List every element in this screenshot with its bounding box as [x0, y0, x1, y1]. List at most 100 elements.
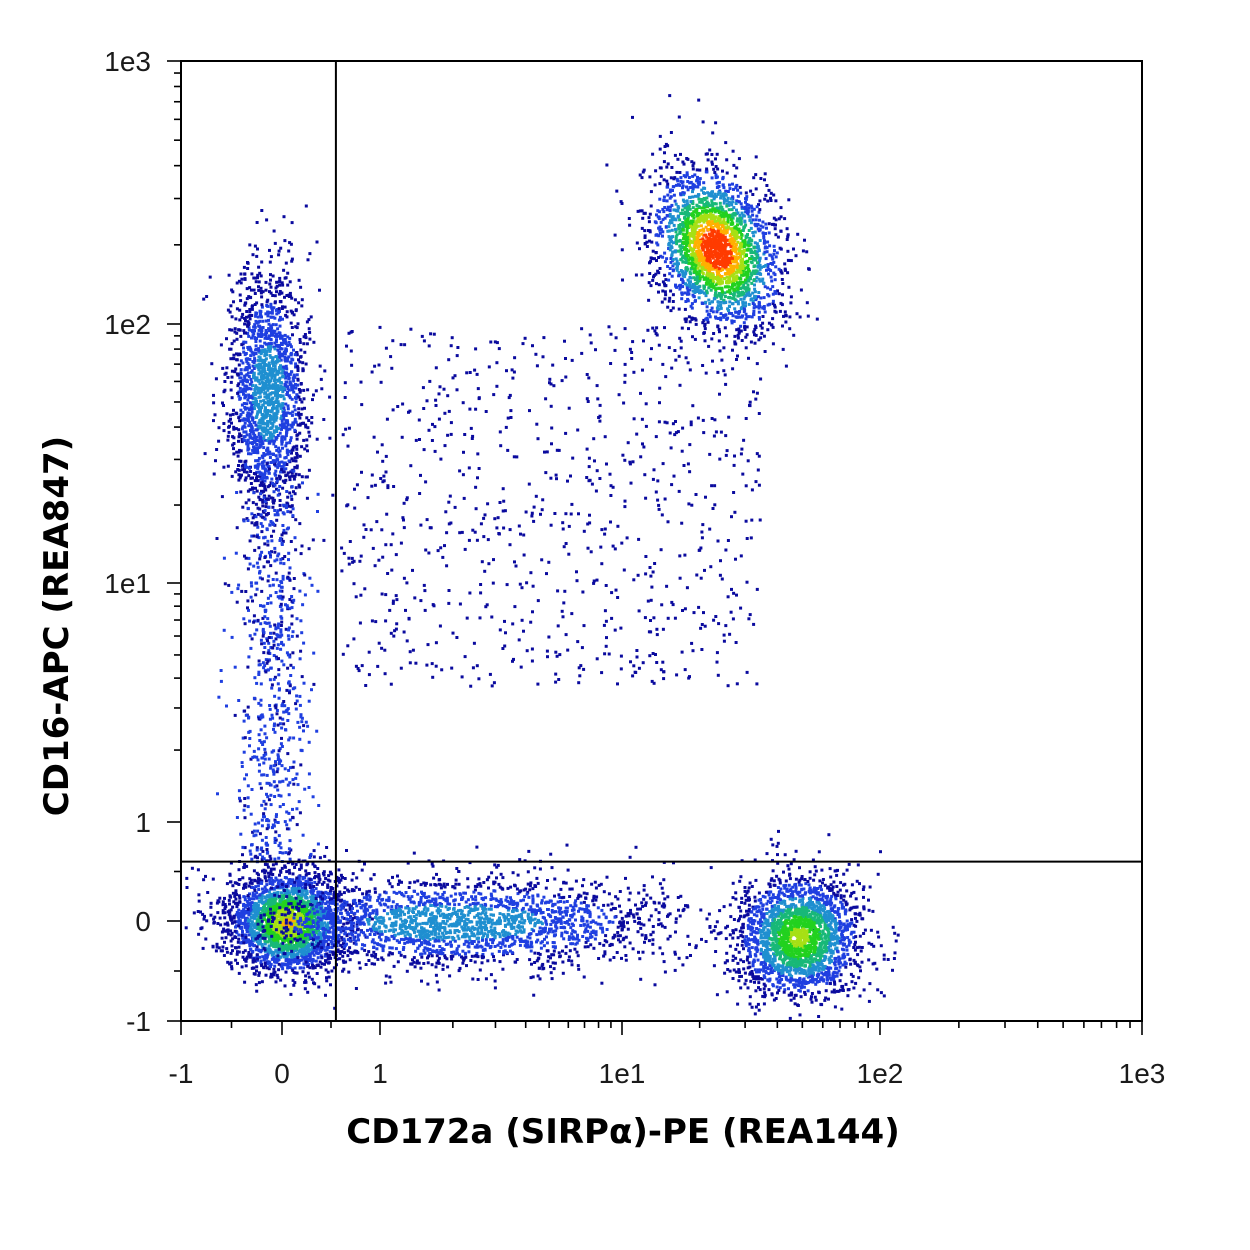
event-dot [505, 951, 509, 955]
event-dot [455, 913, 458, 916]
event-dot [299, 908, 303, 912]
event-dot [540, 899, 544, 903]
event-dot [398, 907, 401, 911]
event-dot [479, 924, 483, 927]
event-dot [287, 868, 291, 872]
event-dot [255, 931, 259, 935]
event-dot [446, 902, 450, 906]
event-dot [757, 981, 761, 985]
event-dot [436, 907, 440, 911]
event-dot [344, 960, 348, 964]
event-dot [339, 873, 343, 877]
event-dot [576, 964, 580, 968]
event-dot [250, 934, 254, 938]
event-dot [543, 929, 547, 932]
event-dot [259, 880, 263, 884]
event-dot [264, 909, 268, 913]
event-dot [253, 888, 257, 892]
event-dot [423, 933, 427, 937]
event-dot [486, 933, 490, 937]
event-dot [239, 926, 243, 930]
event-dot [384, 903, 388, 907]
event-dot [326, 883, 330, 887]
event-dot [289, 902, 293, 906]
event-dot [557, 906, 561, 910]
event-dot [306, 947, 310, 951]
event-dot [279, 978, 283, 982]
event-dot [272, 925, 275, 928]
event-dot [307, 872, 311, 875]
event-dot [230, 944, 234, 948]
event-dot [576, 933, 579, 937]
event-dot [435, 924, 439, 928]
event-dot [570, 959, 574, 963]
event-dot [340, 950, 344, 954]
event-dot [545, 949, 549, 953]
event-dot [545, 935, 548, 939]
event-dot [533, 923, 537, 926]
event-dot [464, 900, 468, 904]
event-dot [344, 926, 348, 930]
event-dot [244, 935, 248, 939]
event-dot [312, 885, 316, 888]
event-dot [274, 949, 278, 953]
event-dot [361, 892, 365, 896]
event-dot [574, 942, 578, 946]
event-dot [403, 925, 407, 928]
event-dot [260, 948, 264, 952]
event-dot [549, 965, 552, 969]
event-dot [557, 951, 561, 955]
event-dot [599, 926, 603, 930]
event-dot [229, 933, 233, 937]
event-dot [269, 975, 273, 979]
event-dot [594, 921, 598, 925]
event-dot [543, 937, 546, 941]
event-dot [246, 938, 250, 942]
event-dot [292, 946, 296, 950]
event-dot [339, 908, 343, 912]
event-dot [626, 886, 630, 890]
event-dot [466, 898, 470, 902]
event-dot [214, 949, 218, 953]
event-dot [472, 940, 476, 943]
event-dot [281, 916, 285, 920]
event-dot [470, 934, 474, 938]
event-dot [289, 940, 293, 944]
event-dot [438, 945, 442, 948]
event-dot [352, 936, 356, 939]
event-dot [553, 902, 557, 906]
event-dot [299, 913, 303, 917]
event-dot [253, 909, 257, 913]
event-dot [223, 916, 227, 920]
event-dot [312, 948, 316, 952]
event-dot [387, 879, 391, 883]
event-dot [372, 945, 376, 949]
event-dot [428, 948, 432, 952]
event-dot [271, 863, 275, 867]
event-dot [354, 987, 358, 990]
event-dot [237, 917, 241, 921]
event-dot [556, 920, 560, 924]
event-dot [269, 909, 273, 913]
event-dot [447, 931, 451, 935]
event-dot [285, 895, 289, 899]
event-dot [558, 896, 562, 899]
event-dot [586, 937, 590, 941]
event-dot [297, 932, 300, 935]
event-dot [420, 942, 424, 946]
event-dot [215, 945, 219, 949]
event-dot [327, 892, 331, 896]
event-dot [352, 921, 356, 925]
event-dot [249, 940, 252, 944]
event-dot [565, 843, 569, 847]
event-dot [281, 931, 285, 935]
event-dot [839, 896, 843, 900]
event-dot [234, 889, 238, 893]
event-dot [319, 950, 323, 954]
event-dot [602, 912, 606, 916]
event-dot [272, 931, 276, 935]
event-dot [315, 941, 319, 945]
event-dot [327, 975, 331, 979]
event-dot [343, 886, 347, 890]
event-dot [428, 930, 432, 934]
